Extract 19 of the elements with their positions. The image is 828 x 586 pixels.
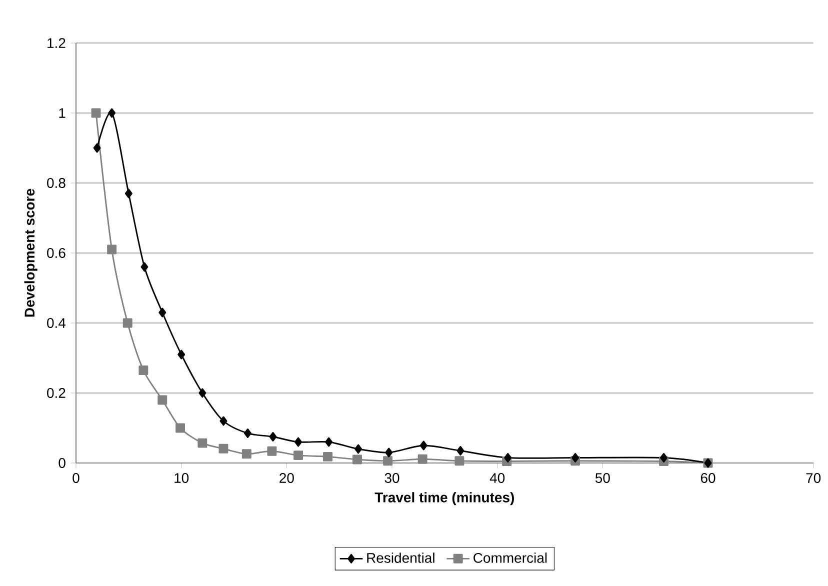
y-axis-title: Development score	[24, 188, 38, 317]
x-tick-label: 70	[806, 473, 821, 483]
x-tick-label: 10	[174, 473, 189, 483]
y-tick-label: 0.2	[47, 388, 66, 398]
x-tick-label: 0	[72, 473, 80, 483]
y-tick-label: 1.2	[48, 38, 66, 48]
x-tick-label: 60	[700, 473, 716, 483]
legend-label: Residential	[367, 552, 434, 563]
x-tick-label: 50	[595, 473, 610, 483]
x-tick-label: 30	[384, 473, 400, 483]
y-tick-label: 0	[58, 458, 66, 468]
x-axis-title: Travel time (minutes)	[374, 492, 514, 506]
x-tick-label: 40	[490, 473, 505, 483]
y-tick-label: 1	[59, 108, 66, 118]
y-tick-label: 0.4	[47, 318, 66, 328]
y-tick-label: 0.6	[47, 248, 66, 258]
x-tick-label: 20	[280, 473, 294, 483]
y-tick-label: 0.8	[47, 178, 66, 188]
legend-label: Commercial	[474, 552, 547, 563]
